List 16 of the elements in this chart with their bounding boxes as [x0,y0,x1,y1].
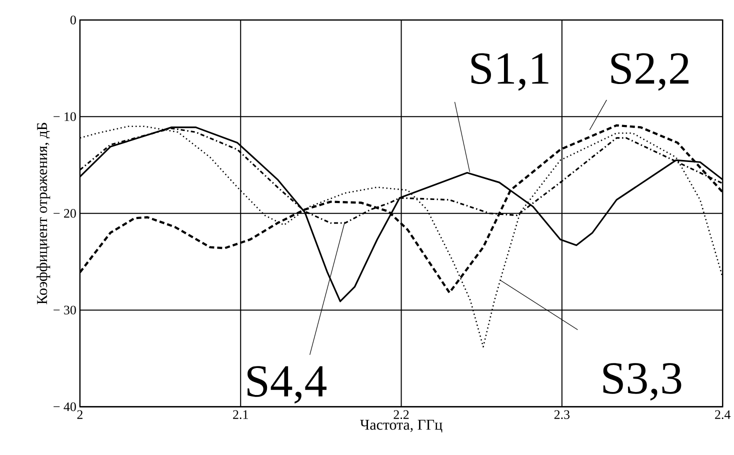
y-axis-title: Коэффициент отражения, дБ [36,123,50,304]
x-tick-label: 2.1 [233,410,248,420]
y-tick-label: − 20 [54,209,76,218]
y-tick-label: 0 [70,16,76,24]
text: S3,3 [603,363,682,401]
y-tick-label: − 30 [54,306,76,315]
x-tick-label: 2 [77,410,82,419]
x-tick-label: 2.2 [394,410,409,420]
y-tick-label: − 40 [54,402,76,412]
series-label: S1,1 [471,53,548,91]
text: S4,4 [248,366,326,404]
y-tick-label: − 10 [54,112,76,122]
x-axis-title: Частота, ГГц [360,420,442,433]
x-tick-label: 2.4 [715,410,730,420]
x-tick-label: 2.3 [554,410,570,420]
series-label: S2,2 [611,53,688,91]
